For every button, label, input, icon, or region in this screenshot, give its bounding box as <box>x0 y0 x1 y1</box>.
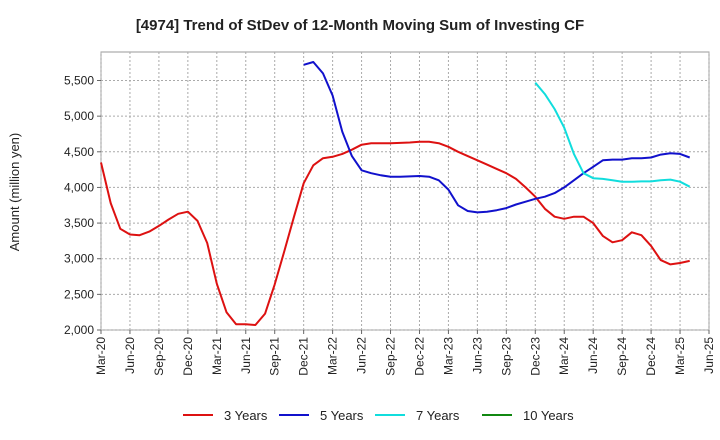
x-tick-label: Jun-25 <box>702 337 716 374</box>
x-tick-label: Mar-20 <box>94 337 108 375</box>
legend-label: 3 Years <box>224 408 268 423</box>
y-tick-label: 5,500 <box>64 74 94 88</box>
x-tick-label: Jun-22 <box>355 337 369 374</box>
grid-layer <box>100 51 710 331</box>
x-tick-label: Sep-22 <box>384 337 398 376</box>
x-tick-label: Jun-23 <box>470 337 484 374</box>
x-tick-label: Dec-24 <box>644 337 658 376</box>
x-tick-label: Dec-23 <box>528 337 542 376</box>
y-tick-label: 5,000 <box>64 109 94 123</box>
axis-layer: 2,000 2,500 3,000 3,500 4,000 4,500 5,000 5,500… <box>64 74 716 376</box>
x-tick-label: Dec-21 <box>297 337 311 376</box>
chart-title: [4974] Trend of StDev of 12-Month Moving… <box>136 17 584 34</box>
y-tick-label: 3,000 <box>64 252 94 266</box>
legend-label: 10 Years <box>523 408 574 423</box>
x-tick-label: Jun-24 <box>586 337 600 374</box>
y-tick-label: 2,000 <box>64 323 94 337</box>
x-tick-label: Sep-24 <box>615 337 629 376</box>
series-line-3 <box>534 82 691 188</box>
x-tick-label: Mar-23 <box>441 337 455 375</box>
y-axis-label: Amount (million yen) <box>7 133 22 252</box>
y-tick-label: 4,500 <box>64 145 94 159</box>
x-tick-label: Dec-20 <box>181 337 195 376</box>
x-tick-label: Mar-21 <box>210 337 224 375</box>
x-tick-label: Jun-21 <box>239 337 253 374</box>
x-tick-label: Dec-22 <box>412 337 426 376</box>
y-tick-label: 3,500 <box>64 216 94 230</box>
legend-label: 7 Years <box>416 408 460 423</box>
series-layer <box>100 61 691 326</box>
x-tick-label: Sep-21 <box>268 337 282 376</box>
x-tick-label: Mar-25 <box>673 337 687 375</box>
x-tick-label: Mar-22 <box>326 337 340 375</box>
legend: 3 Years 5 Years 7 Years 10 Years <box>183 408 574 423</box>
y-tick-label: 2,500 <box>64 287 94 301</box>
x-tick-label: Sep-20 <box>152 337 166 376</box>
series-line-1 <box>100 140 690 326</box>
legend-label: 5 Years <box>320 408 364 423</box>
x-tick-label: Sep-23 <box>499 337 513 376</box>
plot-frame <box>100 51 710 331</box>
x-tick-label: Jun-20 <box>123 337 137 374</box>
y-tick-label: 4,000 <box>64 180 94 194</box>
series-line-2 <box>303 61 691 214</box>
x-tick-label: Mar-24 <box>557 337 571 375</box>
